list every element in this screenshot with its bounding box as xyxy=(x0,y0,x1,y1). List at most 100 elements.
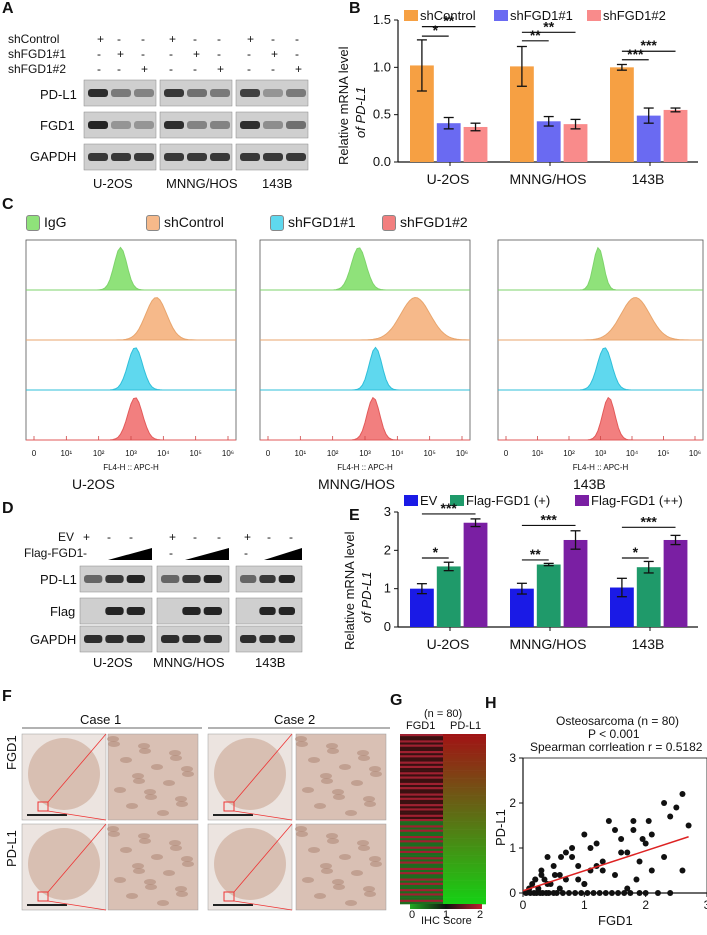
legend-text-shcontrol: shControl xyxy=(420,8,476,23)
heat-fgd1-25 xyxy=(400,787,443,790)
heat-fgd1-64 xyxy=(400,870,443,873)
zoom-line-a-4 xyxy=(47,823,107,893)
heat-pdl1-9 xyxy=(443,753,486,756)
flow-tick-label: 10³ xyxy=(125,449,137,458)
heat-fgd1-56 xyxy=(400,853,443,856)
band-2-0-0 xyxy=(88,153,108,161)
cell-blob xyxy=(358,845,370,851)
scatter-point xyxy=(538,872,545,878)
heat-pdl1-49 xyxy=(443,838,486,841)
flow-tick-label: 0 xyxy=(266,449,271,458)
flow-tick-label: 10¹ xyxy=(532,449,544,458)
cell-blob xyxy=(351,780,363,786)
band-d-2-0-2 xyxy=(126,635,145,643)
scatter-point xyxy=(608,890,615,896)
scatter-point xyxy=(642,840,649,847)
bar-2-2 xyxy=(663,109,688,162)
heat-fgd1-26 xyxy=(400,789,443,792)
sign-1-5: - xyxy=(217,47,221,61)
heat-fgd1-77 xyxy=(400,897,443,901)
cell-blob xyxy=(163,870,175,876)
heat-fgd1-50 xyxy=(400,840,443,843)
heat-fgd1-15 xyxy=(400,765,443,769)
scatter-point xyxy=(599,867,606,874)
bar-1-1 xyxy=(536,564,561,627)
heat-pdl1-22 xyxy=(443,780,486,784)
band-2-0-2 xyxy=(134,153,154,161)
heatmap-col-pdl1: PD-L1 xyxy=(450,720,482,732)
cell-blob xyxy=(181,856,193,862)
sig-mark: ** xyxy=(530,27,541,43)
heat-pdl1-79 xyxy=(443,901,486,905)
sign-1-8: - xyxy=(295,47,299,61)
cell-blob xyxy=(107,826,119,832)
heat-pdl1-2 xyxy=(443,738,486,741)
band-d-2-2-2 xyxy=(278,635,295,643)
cell-blob xyxy=(151,854,163,860)
cell-blob xyxy=(295,826,307,832)
heat-pdl1-15 xyxy=(443,765,486,769)
scatter-point xyxy=(532,876,539,883)
band-0-1-1 xyxy=(187,89,207,97)
legend-swatch-flag-plusplus xyxy=(575,495,589,506)
panel-f-label: F xyxy=(2,688,12,705)
band-d-0-2-0 xyxy=(240,575,257,583)
sig-mark: ** xyxy=(530,546,541,562)
sign-0-1: - xyxy=(117,32,121,46)
heat-fgd1-17 xyxy=(400,770,443,773)
heat-fgd1-52 xyxy=(400,844,443,847)
scatter-point xyxy=(572,890,579,896)
cell-blob xyxy=(302,877,314,883)
cell-blob xyxy=(320,773,332,779)
sign-1-7: + xyxy=(271,47,279,61)
heat-pdl1-45 xyxy=(443,829,486,833)
heat-fgd1-42 xyxy=(400,823,443,826)
heat-pdl1-31 xyxy=(443,799,486,803)
heat-fgd1-69 xyxy=(400,880,443,884)
cell-blob xyxy=(364,891,376,897)
row-label-shcontrol: shControl xyxy=(8,32,60,46)
heat-fgd1-2 xyxy=(400,738,443,741)
heat-pdl1-64 xyxy=(443,870,486,873)
heat-pdl1-6 xyxy=(443,746,486,750)
heat-pdl1-57 xyxy=(443,855,486,858)
heat-fgd1-65 xyxy=(400,872,443,875)
heat-fgd1-38 xyxy=(400,814,443,818)
band-0-0-2 xyxy=(134,89,154,97)
heat-fgd1-78 xyxy=(400,899,443,903)
scatter-point xyxy=(618,849,625,856)
ev-sign-2-2: - xyxy=(289,530,293,544)
heat-scale-bar xyxy=(410,904,482,909)
sign-0-7: - xyxy=(271,32,275,46)
bar-2-1 xyxy=(636,567,661,627)
y-tick-label: 3 xyxy=(384,504,391,519)
flow-tick-label: 10² xyxy=(93,449,105,458)
heat-pdl1-44 xyxy=(443,827,486,830)
ev-sign-2-0: + xyxy=(244,530,252,544)
cell-blob xyxy=(120,757,132,763)
heat-fgd1-20 xyxy=(400,776,443,779)
scatter-point xyxy=(584,890,591,896)
flow-tick-label: 10⁴ xyxy=(626,449,639,458)
heat-pdl1-13 xyxy=(443,761,486,765)
heat-fgd1-41 xyxy=(400,821,443,824)
band-0-0-1 xyxy=(111,89,131,97)
scatter-point xyxy=(605,818,612,824)
heat-fgd1-70 xyxy=(400,882,443,886)
cell-label-u2os-d: U-2OS xyxy=(93,655,133,670)
cell-blob xyxy=(170,845,182,851)
cell-blob xyxy=(175,796,187,802)
heat-pdl1-28 xyxy=(443,793,486,796)
cell-blob xyxy=(364,801,376,807)
heat-pdl1-46 xyxy=(443,831,486,835)
heat-pdl1-69 xyxy=(443,880,486,884)
blot-label-fgd1: FGD1 xyxy=(40,118,75,133)
band-d-1-0-1 xyxy=(105,607,124,615)
sign-0-6: + xyxy=(247,32,255,46)
scatter-point xyxy=(562,849,569,856)
band-1-1-2 xyxy=(210,121,230,129)
heat-fgd1-27 xyxy=(400,791,443,794)
x-tick-label: 143B xyxy=(632,636,665,652)
